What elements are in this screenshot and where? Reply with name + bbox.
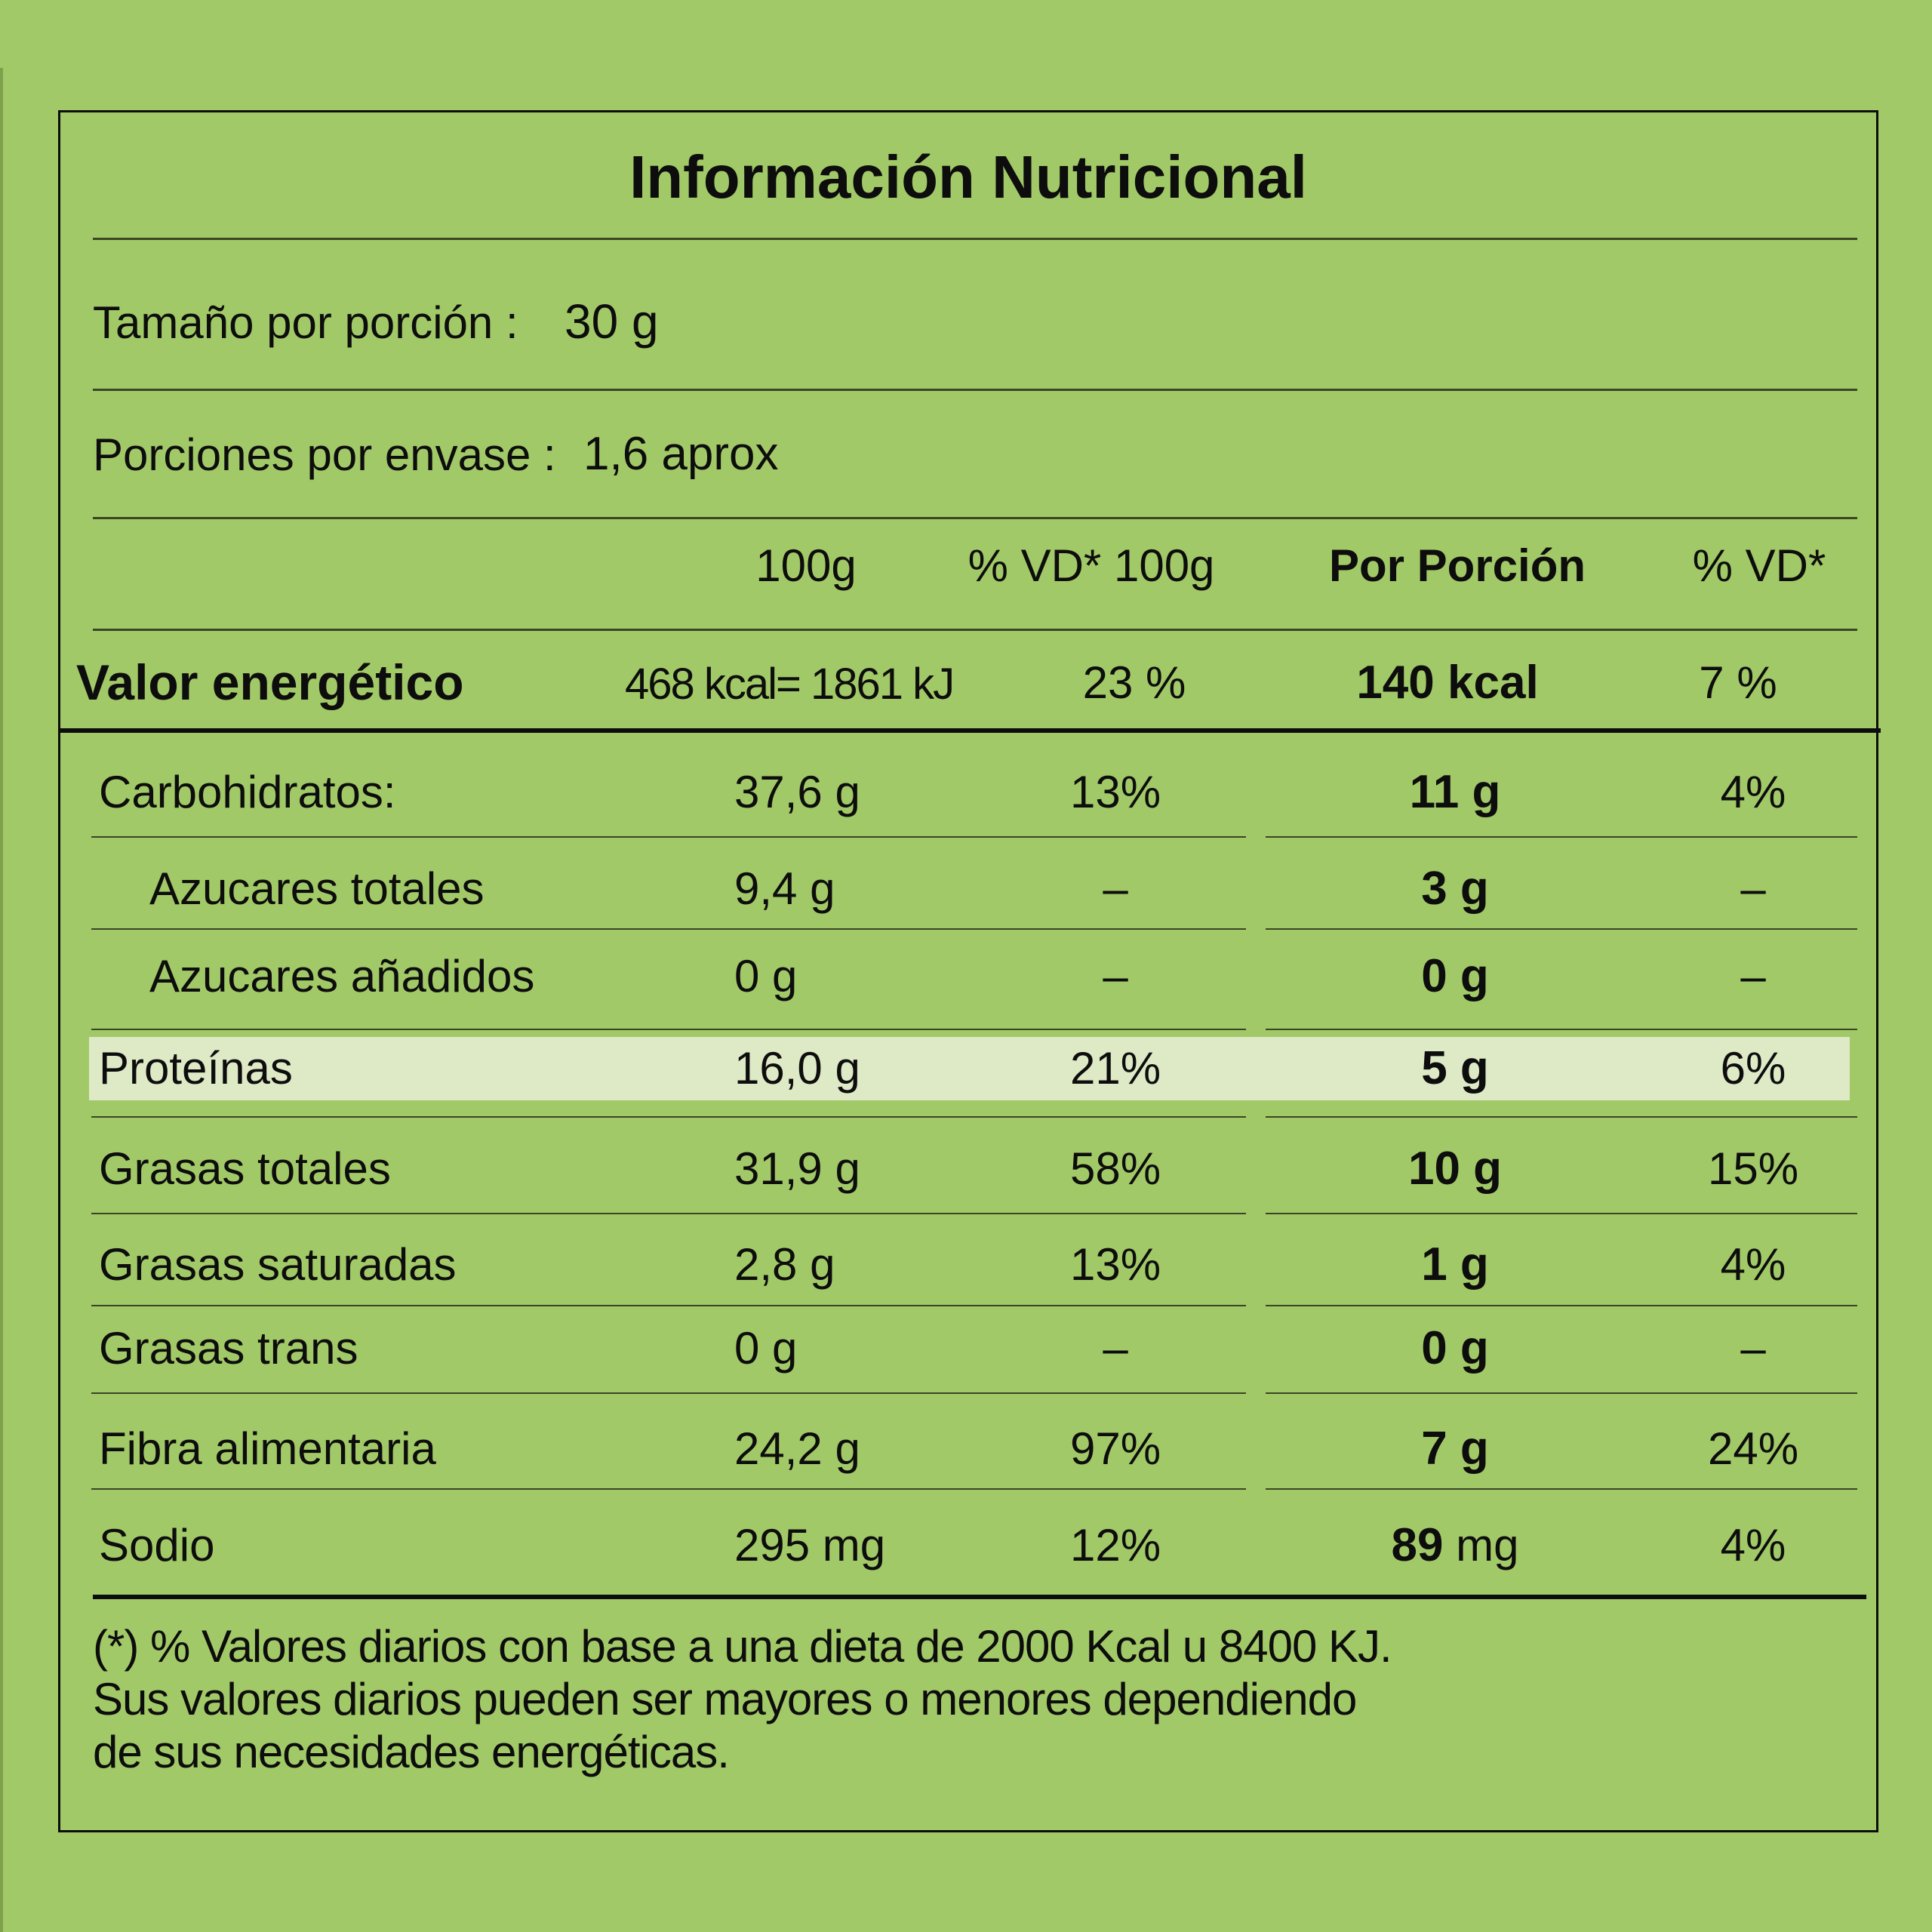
column-header-per-100g: 100g [755,540,857,591]
value-per-portion: 0 g [1421,950,1489,1002]
vd-per-portion: – [1740,863,1766,914]
footnote-line: de sus necesidades energéticas. [93,1727,730,1777]
nutrient-row-protein: Proteínas 16,0 g 21% 5 g 6% [60,1037,1881,1100]
value-per-100g: 37,6 g [734,767,860,817]
vd-per-portion: 4% [1720,1520,1786,1571]
vd-per-100g: 12% [1069,1520,1161,1571]
nutrient-row-sodium: Sodio 295 mg 12% 89 mg 4% [60,1514,1881,1577]
divider [93,238,1857,240]
row-divider [91,1029,1246,1030]
left-edge-print-artifact [0,68,3,1932]
footnote-line: (*) % Valores diarios con base a una die… [93,1621,1392,1672]
vd-per-100g: 97% [1069,1423,1161,1474]
value-per-portion: 5 g [1421,1042,1489,1094]
serving-size-value: 30 g [565,294,659,349]
energy-label: Valor energético [76,654,464,710]
row-divider [91,928,1246,930]
vd-per-portion: – [1740,951,1766,1001]
vd-per-portion: 4% [1720,1239,1786,1290]
divider [93,629,1857,631]
value-per-portion: 11 g [1409,766,1501,818]
row-divider [91,1213,1246,1214]
vd-per-portion: 4% [1720,767,1786,817]
vd-per-portion: – [1740,1323,1766,1374]
value-per-portion: 10 g [1407,1143,1503,1195]
row-divider [1266,836,1857,838]
energy-vd-portion: 7 % [1699,657,1777,708]
row-divider [91,1116,1246,1118]
daily-values-footnote: (*) % Valores diarios con base a una die… [93,1620,1866,1779]
vd-per-100g: 21% [1069,1043,1161,1094]
value-per-portion: 3 g [1421,863,1489,915]
column-header-vd-100g: % VD* 100g [968,540,1215,591]
energy-per-portion: 140 kcal [1356,657,1539,709]
vd-per-100g: – [1103,863,1128,914]
nutrient-name: Proteínas [99,1043,293,1094]
column-header-per-portion: Por Porción [1328,540,1586,591]
row-divider [91,1305,1246,1306]
nutrient-row-total-fat: Grasas totales 31,9 g 58% 10 g 15% [60,1137,1881,1201]
value-per-portion: 1 g [1421,1238,1489,1291]
row-divider [1266,1029,1857,1030]
nutrient-row-dietary-fiber: Fibra alimentaria 24,2 g 97% 7 g 24% [60,1417,1881,1481]
servings-per-pack-value: 1,6 aprox [583,428,779,480]
value-per-100g: 2,8 g [734,1239,835,1290]
row-divider [1266,1488,1857,1490]
servings-per-pack-label: Porciones por envase : [93,429,556,480]
row-divider [1266,1305,1857,1306]
nutrition-facts-panel: Información Nutricional Tamaño por porci… [58,110,1881,1832]
nutrient-name: Fibra alimentaria [99,1423,436,1474]
row-divider [1266,1213,1857,1214]
value-per-100g: 16,0 g [734,1043,860,1094]
nutrient-name: Carbohidratos: [99,767,396,817]
vd-per-portion: 6% [1720,1043,1786,1094]
value-per-portion: 0 g [1421,1322,1489,1374]
row-divider [1266,1116,1857,1118]
nutrient-row-carbohydrates: Carbohidratos: 37,6 g 13% 11 g 4% [60,761,1881,824]
vd-per-100g: 58% [1069,1143,1161,1194]
row-divider [91,836,1246,838]
row-divider [1266,1392,1857,1394]
value-per-100g: 9,4 g [734,863,835,914]
row-divider [1266,928,1857,930]
nutrient-name: Grasas saturadas [99,1239,457,1290]
nutrient-name: Sodio [99,1520,215,1571]
value-per-portion: 7 g [1421,1423,1489,1475]
vd-per-100g: – [1103,1323,1128,1374]
value-per-100g: 31,9 g [734,1143,860,1194]
thick-divider [93,1595,1866,1599]
nutrient-row-added-sugars: Azucares añadidos 0 g – 0 g – [60,945,1881,1008]
thick-divider [60,728,1881,733]
vd-per-portion: 15% [1707,1143,1799,1194]
vd-per-100g: – [1103,951,1128,1001]
divider [93,517,1857,519]
vd-per-100g: 13% [1069,1239,1161,1290]
serving-size-label: Tamaño por porción : [93,297,518,348]
energy-vd-100g: 23 % [1082,657,1186,708]
nutrient-name: Azucares añadidos [149,951,535,1001]
panel-title: Información Nutricional [629,143,1307,211]
value-per-100g: 0 g [734,1323,798,1374]
nutrient-name: Grasas trans [99,1323,358,1374]
nutrient-name: Grasas totales [99,1143,391,1194]
value-per-portion: 89 mg [1391,1519,1519,1571]
nutrient-name: Azucares totales [149,863,485,914]
protein-row-highlight [89,1037,1850,1100]
footnote-line: Sus valores diarios pueden ser mayores o… [93,1674,1357,1724]
vd-per-portion: 24% [1707,1423,1799,1474]
row-divider [91,1392,1246,1394]
column-header-vd-portion: % VD* [1692,540,1826,591]
energy-per-100g: 468 kcal= 1861 kJ [625,660,955,709]
vd-per-100g: 13% [1069,767,1161,817]
value-per-100g: 295 mg [734,1520,886,1571]
value-per-100g: 24,2 g [734,1423,860,1474]
row-divider [91,1488,1246,1490]
nutrient-row-trans-fat: Grasas trans 0 g – 0 g – [60,1317,1881,1380]
nutrient-row-saturated-fat: Grasas saturadas 2,8 g 13% 1 g 4% [60,1233,1881,1297]
nutrient-row-total-sugars: Azucares totales 9,4 g – 3 g – [60,857,1881,921]
value-per-100g: 0 g [734,951,798,1001]
divider [93,389,1857,391]
